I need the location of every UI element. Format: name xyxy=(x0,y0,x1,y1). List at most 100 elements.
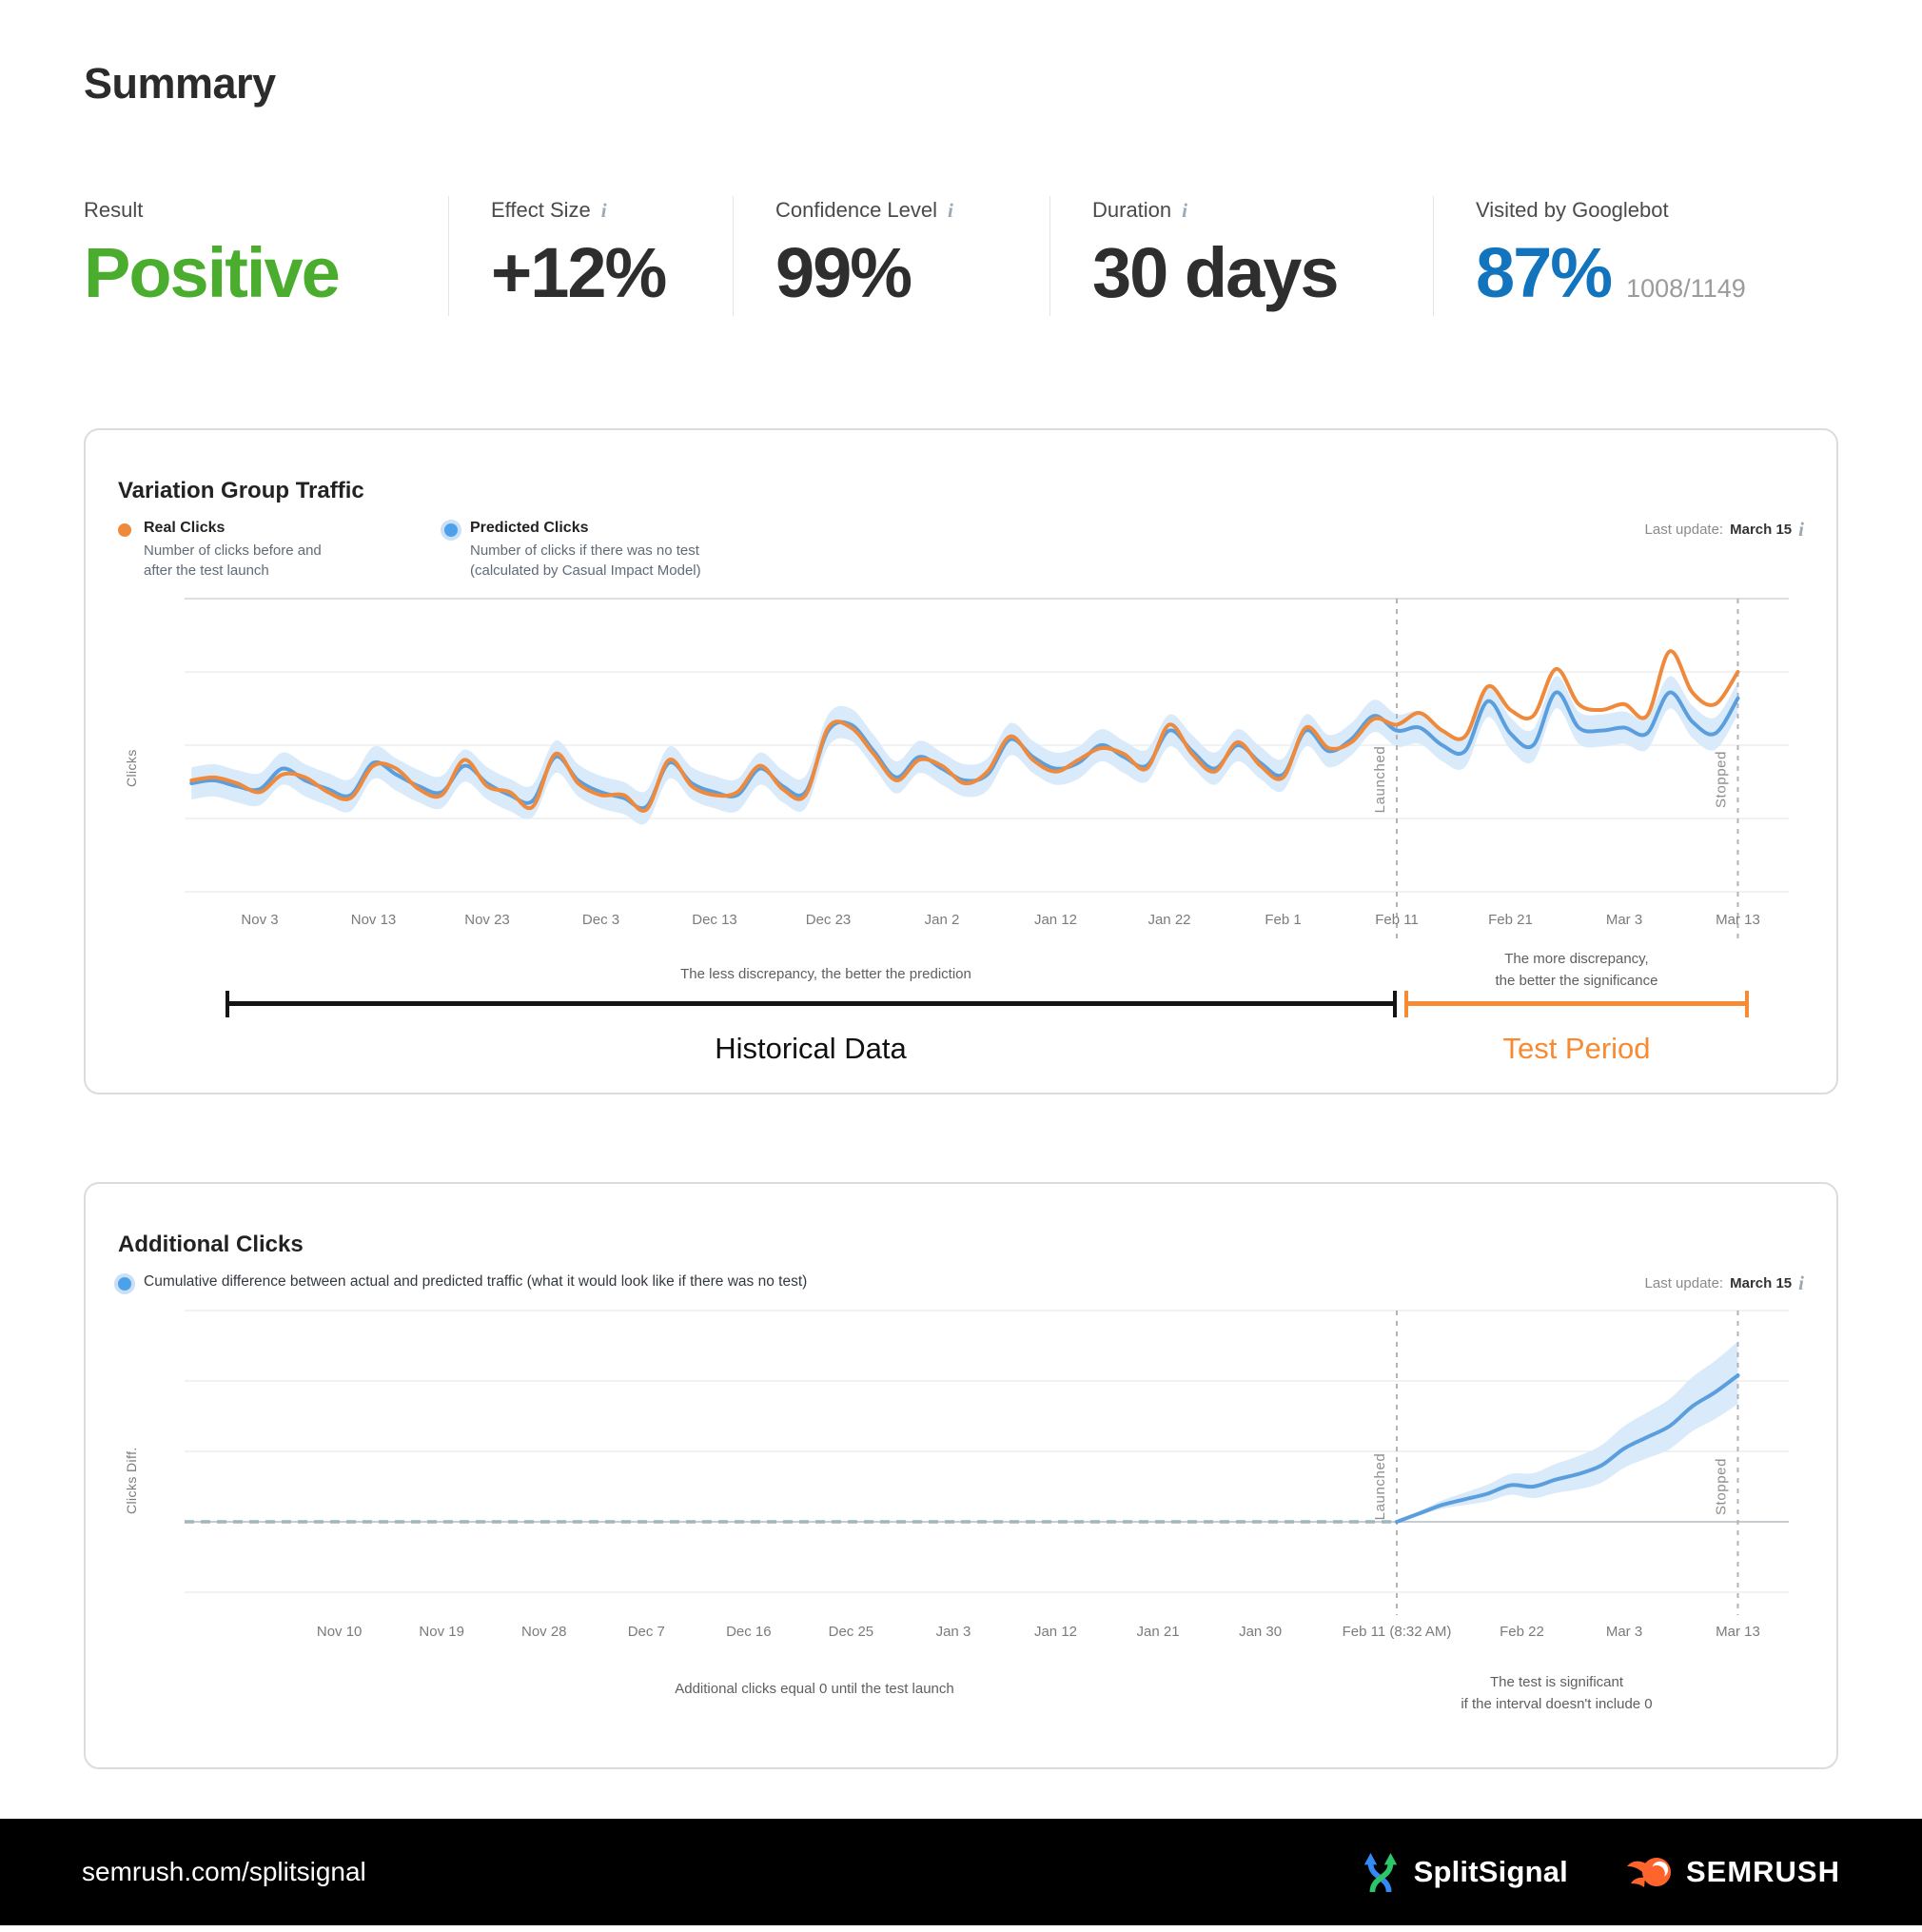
launched-marker-label: Launched xyxy=(1372,746,1388,814)
splitsignal-branch-icon xyxy=(1363,1853,1397,1893)
metric-result: Result Positive xyxy=(84,196,448,316)
x-tick-label: Feb 11 (8:32 AM) xyxy=(1343,1624,1452,1640)
x-tick-label: Feb 11 xyxy=(1375,912,1419,928)
info-icon[interactable]: i xyxy=(600,198,607,222)
chart1-annotation-right-line2: the better the significance xyxy=(1495,973,1658,990)
legend-predicted-clicks: Predicted Clicks Number of clicks if the… xyxy=(444,520,746,582)
footer-url: semrush.com/splitsignal xyxy=(82,1857,366,1887)
x-tick-label: Jan 3 xyxy=(936,1624,971,1640)
x-tick-label: Dec 13 xyxy=(692,912,737,928)
page-title: Summary xyxy=(84,59,276,108)
x-tick-label: Feb 21 xyxy=(1488,912,1533,928)
last-update-label: Last update: xyxy=(1644,521,1724,538)
semrush-logo-text: SEMRUSH xyxy=(1685,1855,1840,1889)
confidence-band xyxy=(1397,1341,1738,1523)
historical-data-bar xyxy=(226,991,1397,1018)
splitsignal-logo-text: SplitSignal xyxy=(1413,1855,1568,1889)
x-tick-label: Dec 7 xyxy=(628,1624,665,1640)
metric-duration-value: 30 days xyxy=(1092,233,1340,312)
x-tick-label: Jan 12 xyxy=(1034,1624,1077,1640)
x-tick-label: Mar 13 xyxy=(1716,1624,1760,1640)
metric-googlebot-ratio: 1008/1149 xyxy=(1626,274,1746,303)
additional-clicks-chart: Launched Stopped Nov 10 Nov 19 Nov 28 Dec 7 De… xyxy=(185,1310,1789,1640)
chart1-annotation-right-line1: The more discrepancy, xyxy=(1504,951,1649,968)
legend-predicted-clicks-label: Predicted Clicks xyxy=(470,519,589,536)
info-icon[interactable]: i xyxy=(1798,517,1804,541)
chart2-last-update: Last update: March 15 i xyxy=(1645,1273,1804,1293)
metric-confidence-label: Confidence Level xyxy=(775,198,938,222)
chart2-legend-desc: Cumulative difference between actual and… xyxy=(144,1273,808,1291)
x-tick-label: Jan 12 xyxy=(1034,912,1077,928)
chart2-annotation-right: The test is significant if the interval … xyxy=(1271,1671,1842,1715)
chart1-legend: Real Clicks Number of clicks before and … xyxy=(118,520,746,582)
metric-confidence: Confidence Level i 99% xyxy=(733,196,1049,316)
chart2-y-axis-label: Clicks Diff. xyxy=(124,1447,139,1515)
chart1-annotation-right: The more discrepancy, the better the sig… xyxy=(1291,948,1862,992)
metric-result-value: Positive xyxy=(84,233,341,312)
x-tick-label: Jan 22 xyxy=(1147,912,1190,928)
x-tick-label: Jan 21 xyxy=(1137,1624,1180,1640)
predicted-clicks-dot-icon xyxy=(444,522,458,537)
x-tick-label: Nov 19 xyxy=(419,1624,464,1640)
x-tick-label: Feb 1 xyxy=(1265,912,1301,928)
x-tick-label: Nov 23 xyxy=(464,912,510,928)
legend-real-clicks-desc: Number of clicks before and after the te… xyxy=(144,542,322,580)
metric-googlebot-label: Visited by Googlebot xyxy=(1476,198,1669,222)
chart2-annotation-right-line1: The test is significant xyxy=(1489,1674,1624,1691)
test-period-label: Test Period xyxy=(1502,1032,1651,1066)
legend-predicted-clicks-desc: Number of clicks if there was no test (c… xyxy=(470,542,701,580)
info-icon[interactable]: i xyxy=(1182,198,1187,222)
variation-group-traffic-card: Variation Group Traffic Real Clicks Numb… xyxy=(84,427,1838,1095)
legend-real-clicks: Real Clicks Number of clicks before and … xyxy=(118,520,353,582)
last-update-value: March 15 xyxy=(1730,521,1793,538)
metric-confidence-value: 99% xyxy=(775,233,912,312)
chart2-annotation-center: Additional clicks equal 0 until the test… xyxy=(675,1681,954,1698)
chart1-annotation-left: The less discrepancy, the better the pre… xyxy=(680,966,971,983)
metric-effect-size-label: Effect Size xyxy=(491,198,591,222)
x-tick-label: Mar 13 xyxy=(1716,912,1760,928)
x-tick-label: Nov 10 xyxy=(317,1624,363,1640)
metric-effect-size-value: +12% xyxy=(491,233,667,312)
splitsignal-logo: SplitSignal xyxy=(1361,1850,1568,1894)
info-icon[interactable]: i xyxy=(948,198,953,222)
stopped-marker-label: Stopped xyxy=(1714,751,1730,808)
x-tick-label: Dec 25 xyxy=(829,1624,874,1640)
historical-data-label: Historical Data xyxy=(715,1032,907,1066)
last-update-label: Last update: xyxy=(1644,1275,1724,1292)
chart1-last-update: Last update: March 15 i xyxy=(1644,517,1804,541)
stopped-marker-label: Stopped xyxy=(1714,1458,1730,1515)
report-page: Summary Result Positive Effect Size i +12… xyxy=(84,59,1838,1770)
real-clicks-dot-icon xyxy=(118,522,131,537)
last-update-value: March 15 xyxy=(1730,1275,1793,1292)
semrush-logo: SEMRUSH xyxy=(1626,1852,1840,1892)
chart2-annotations: Additional clicks equal 0 until the test… xyxy=(118,1660,1804,1767)
chart2-wrap: Clicks Diff. Launched Stopped Nov 10 Nov 19… xyxy=(118,1301,1804,1660)
metric-duration-label: Duration xyxy=(1092,198,1172,222)
x-tick-label: Mar 3 xyxy=(1606,912,1642,928)
clicks-diff-dot-icon xyxy=(118,1277,131,1291)
chart2-annotation-right-line2: if the interval doesn't include 0 xyxy=(1461,1696,1653,1713)
confidence-band xyxy=(191,676,1738,825)
info-icon[interactable]: i xyxy=(1798,1272,1804,1295)
metric-googlebot-value: 87% xyxy=(1476,233,1613,312)
metric-effect-size: Effect Size i +12% xyxy=(448,196,733,316)
chart1-period-bars: The less discrepancy, the better the pre… xyxy=(118,948,1804,1093)
x-tick-label: Dec 16 xyxy=(726,1624,772,1640)
legend-real-clicks-label: Real Clicks xyxy=(144,519,226,536)
metric-result-label: Result xyxy=(84,198,144,222)
x-tick-label: Dec 3 xyxy=(582,912,619,928)
x-tick-label: Nov 3 xyxy=(241,912,278,928)
metric-duration: Duration i 30 days xyxy=(1049,196,1433,316)
footer-bar: semrush.com/splitsignal SplitSignal SEMR… xyxy=(0,1819,1922,1926)
x-tick-label: Nov 28 xyxy=(521,1624,567,1640)
clicks-diff-line xyxy=(1395,1373,1740,1525)
additional-clicks-card: Additional Clicks Cumulative difference … xyxy=(84,1182,1838,1770)
x-tick-label: Nov 13 xyxy=(351,912,397,928)
x-tick-label: Mar 3 xyxy=(1606,1624,1642,1640)
launched-marker-label: Launched xyxy=(1372,1453,1388,1521)
chart1-y-axis-label: Clicks xyxy=(124,749,139,788)
chart1-title: Variation Group Traffic xyxy=(118,477,364,503)
chart2-legend: Cumulative difference between actual and… xyxy=(118,1273,807,1291)
x-tick-label: Jan 30 xyxy=(1239,1624,1282,1640)
x-tick-label: Jan 2 xyxy=(925,912,960,928)
